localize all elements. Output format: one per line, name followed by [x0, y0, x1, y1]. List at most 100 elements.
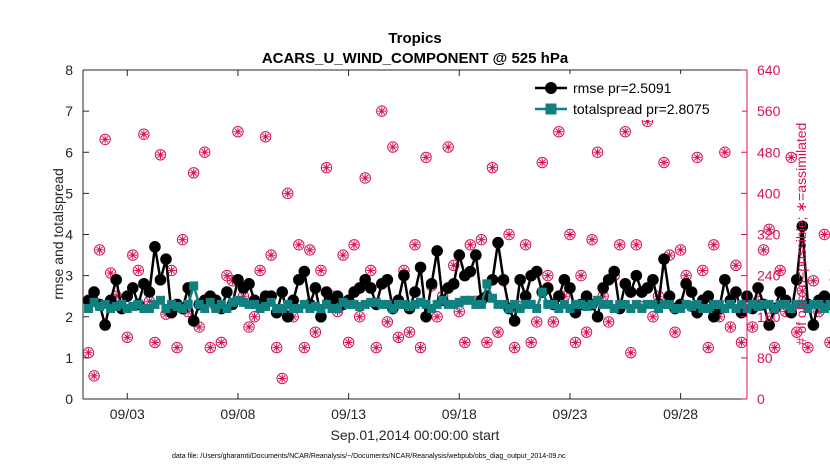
totalspread-point — [543, 299, 553, 309]
y-tick-label-left: 4 — [65, 227, 73, 243]
obs-assimilated-marker — [128, 250, 137, 260]
obs-possible-marker — [365, 264, 377, 277]
obs-possible-marker — [176, 233, 189, 246]
obs-assimilated-marker — [521, 240, 530, 249]
rmse-point — [243, 278, 255, 290]
obs-assimilated-marker — [123, 333, 132, 342]
obs-possible-marker — [138, 128, 150, 140]
rmse-point — [276, 286, 289, 298]
totalspread-point — [681, 299, 691, 309]
rmse-point — [752, 282, 764, 294]
totalspread-point — [200, 304, 210, 314]
totalspread-point — [172, 301, 182, 311]
obs-assimilated-marker — [720, 148, 730, 157]
obs-possible-marker — [353, 311, 366, 323]
obs-assimilated-marker — [195, 322, 204, 332]
totalspread-point — [250, 299, 260, 309]
obs-assimilated-marker — [698, 266, 707, 275]
totalspread-point — [819, 304, 829, 314]
obs-possible-marker — [270, 341, 283, 354]
totalspread-point — [294, 304, 304, 314]
obs-assimilated-marker — [825, 338, 830, 347]
obs-assimilated-marker — [106, 268, 115, 278]
obs-assimilated-marker — [283, 189, 292, 198]
x-tick-label: 09/13 — [331, 406, 366, 422]
obs-possible-marker — [265, 249, 277, 261]
totalspread-point — [155, 295, 165, 305]
obs-assimilated-marker — [95, 245, 104, 255]
totalspread-point — [720, 304, 730, 314]
rmse-point — [99, 319, 111, 331]
obs-possible-marker — [774, 264, 786, 277]
totalspread-point — [770, 304, 780, 314]
obs-assimilated-marker — [477, 235, 486, 244]
totalspread-point — [781, 299, 791, 309]
obs-possible-marker — [259, 131, 272, 143]
totalspread-point — [211, 304, 221, 314]
totalspread-point — [399, 299, 409, 309]
rmse-point — [774, 286, 786, 298]
totalspread-point — [748, 299, 758, 309]
totalspread-point — [194, 299, 204, 309]
obs-possible-marker — [448, 259, 460, 272]
obs-possible-marker — [486, 161, 499, 174]
obs-possible-marker — [376, 105, 388, 117]
totalspread-point — [526, 299, 536, 309]
obs-possible-marker — [215, 336, 228, 349]
y-tick-label-right: 240 — [757, 268, 781, 284]
obs-assimilated-marker — [615, 240, 624, 249]
totalspread-point — [272, 304, 282, 314]
obs-assimilated-marker — [300, 343, 309, 352]
totalspread-point — [521, 299, 531, 309]
obs-assimilated-marker — [665, 250, 674, 260]
obs-assimilated-marker — [388, 142, 398, 152]
obs-assimilated-marker — [510, 343, 519, 352]
obs-possible-marker — [320, 161, 333, 174]
totalspread-point — [238, 297, 248, 307]
obs-possible-marker — [719, 146, 731, 158]
totalspread-point — [759, 299, 769, 309]
obs-possible-marker — [309, 326, 322, 338]
obs-possible-marker — [132, 264, 145, 277]
totalspread-point — [95, 301, 105, 311]
obs-possible-marker — [409, 239, 421, 251]
totalspread-point — [698, 304, 708, 314]
rmse-point — [431, 245, 443, 257]
totalspread-point — [410, 299, 420, 309]
rmse-point — [464, 265, 477, 278]
rmse-point — [663, 290, 676, 302]
obs-assimilated-marker — [759, 245, 768, 255]
obs-assimilated-marker — [670, 327, 680, 337]
rmse-point — [315, 310, 327, 323]
totalspread-point — [598, 299, 608, 309]
obs-assimilated-marker — [372, 343, 381, 352]
totalspread-point — [554, 304, 564, 314]
rmse-point — [630, 269, 643, 282]
rmse-point — [730, 286, 742, 298]
totalspread-point — [665, 299, 675, 309]
rmse-point — [187, 315, 200, 327]
obs-possible-marker — [763, 223, 775, 236]
obs-assimilated-marker — [206, 343, 215, 352]
obs-assimilated-marker — [432, 312, 442, 321]
obs-possible-marker — [647, 311, 659, 323]
obs-possible-marker — [697, 264, 709, 277]
rmse-point — [121, 290, 134, 302]
totalspread-point — [89, 297, 99, 307]
obs-possible-marker — [88, 370, 100, 382]
obs-assimilated-marker — [488, 163, 497, 172]
obs-assimilated-marker — [466, 240, 475, 249]
y-tick-label-left: 5 — [65, 185, 73, 201]
totalspread-point — [244, 299, 254, 309]
obs-possible-marker — [481, 336, 493, 349]
obs-assimilated-marker — [255, 266, 265, 275]
obs-assimilated-marker — [621, 127, 630, 136]
totalspread-point — [161, 304, 171, 314]
obs-possible-marker — [531, 316, 543, 328]
obs-assimilated-marker — [421, 153, 431, 162]
obs-assimilated-marker — [809, 276, 818, 285]
obs-possible-marker — [348, 239, 360, 251]
obs-possible-marker — [370, 341, 382, 354]
obs-assimilated-marker — [803, 343, 813, 352]
obs-possible-marker — [564, 228, 576, 241]
